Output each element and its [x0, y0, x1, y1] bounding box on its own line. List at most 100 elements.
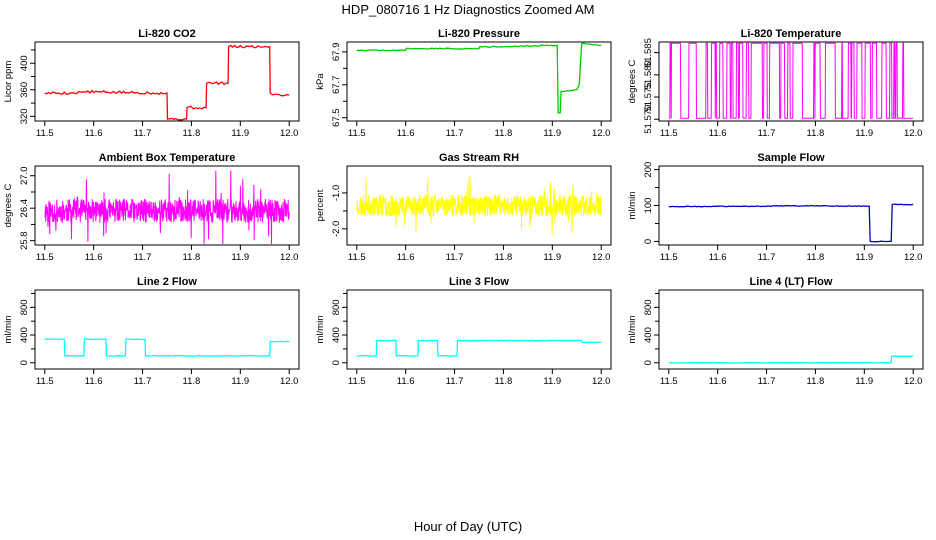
x-tick-label: 11.8 — [495, 128, 513, 139]
x-tick-label: 11.5 — [36, 128, 54, 139]
series-line — [44, 170, 290, 245]
series — [44, 338, 290, 357]
panel-title: Line 3 Flow — [449, 276, 509, 288]
x-tick-label: 11.6 — [709, 128, 727, 139]
panel-title: Sample Flow — [757, 152, 825, 164]
y-tick-label: 0 — [643, 239, 654, 244]
x-tick-label: 11.6 — [397, 128, 415, 139]
plot-frame — [34, 41, 300, 122]
x-tick-label: 11.7 — [134, 252, 152, 263]
x-tick-label: 11.9 — [543, 252, 561, 263]
x-axis: 11.5 11.6 11.7 11.8 11.9 12.0 — [36, 245, 299, 263]
plot-frame — [34, 165, 300, 246]
x-tick-label: 11.5 — [348, 376, 366, 387]
y-tick-label: 800 — [19, 299, 30, 315]
x-tick-label: 11.8 — [807, 376, 825, 387]
panel-title: Gas Stream RH — [439, 152, 519, 164]
panel-title: Line 2 Flow — [137, 276, 197, 288]
series — [356, 339, 602, 357]
x-axis: 11.5 11.6 11.7 11.8 11.9 12.0 — [36, 121, 299, 139]
x-tick-label: 12.0 — [904, 376, 923, 387]
series — [668, 203, 914, 243]
panel-title: Ambient Box Temperature — [99, 152, 236, 164]
series — [356, 176, 602, 236]
series-line — [668, 203, 914, 243]
series-line — [356, 339, 602, 357]
series-line — [668, 355, 914, 364]
x-tick-label: 11.8 — [183, 128, 201, 139]
x-tick-label: 11.9 — [543, 376, 561, 387]
series-line — [356, 176, 602, 236]
x-tick-label: 11.5 — [348, 252, 366, 263]
y-axis-label: ml/min — [627, 192, 638, 220]
x-tick-label: 11.6 — [85, 252, 103, 263]
x-tick-label: 11.8 — [495, 252, 513, 263]
x-tick-label: 11.8 — [807, 252, 825, 263]
x-tick-label: 11.9 — [231, 128, 249, 139]
panel-li-820-pressure: Li-820 Pressure 11.5 11.6 11.7 11.8 11.9 12.0 6… — [315, 28, 612, 139]
x-tick-label: 12.0 — [592, 128, 611, 139]
x-tick-label: 11.5 — [36, 252, 54, 263]
y-tick-label: 800 — [331, 299, 342, 315]
y-axis: 0 400 800 — [331, 292, 347, 365]
x-axis: 11.5 11.6 11.7 11.8 11.9 12.0 — [348, 121, 611, 139]
panel-line-3-flow: Line 3 Flow 11.5 11.6 11.7 11.8 11.9 12.0 0 400 8… — [315, 276, 612, 387]
panel-title: Li-820 Temperature — [741, 28, 842, 40]
y-tick-label: 100 — [643, 198, 654, 214]
plot-frame — [658, 289, 924, 370]
series — [44, 44, 290, 121]
plot-frame — [34, 289, 300, 370]
x-tick-label: 11.6 — [709, 252, 727, 263]
y-tick-label: 0 — [19, 360, 30, 365]
plot-frame — [346, 41, 612, 122]
y-axis: 0 100 200 — [643, 162, 659, 244]
y-axis-label: ml/min — [315, 316, 326, 344]
y-tick-label: 320 — [19, 108, 30, 124]
y-axis-label: degrees C — [3, 183, 14, 227]
x-axis: 11.5 11.6 11.7 11.8 11.9 12.0 — [660, 121, 922, 139]
panel-li-820-temperature: Li-820 Temperature 11.5 11.6 11.7 11.8 11.9 12… — [627, 28, 924, 139]
y-axis-label: kPa — [315, 73, 326, 90]
x-tick-label: 11.5 — [36, 376, 54, 387]
panel-line-4-lt-flow: Line 4 (LT) Flow 11.5 11.6 11.7 11.8 11.9 12.0… — [627, 276, 924, 387]
y-tick-label: -2.0 — [331, 221, 342, 237]
y-tick-label: 800 — [643, 299, 654, 315]
y-tick-label: 360 — [19, 82, 30, 98]
series-line — [356, 42, 602, 114]
y-axis-label: ml/min — [3, 316, 14, 344]
series — [668, 355, 914, 364]
x-tick-label: 11.6 — [397, 376, 415, 387]
x-tick-label: 11.9 — [855, 128, 873, 139]
x-tick-label: 11.7 — [446, 252, 464, 263]
panel-sample-flow: Sample Flow 11.5 11.6 11.7 11.8 11.9 12.0 0 100 2… — [627, 152, 924, 263]
y-axis: 0 400 800 — [643, 292, 659, 365]
plot-frame — [658, 41, 924, 122]
y-tick-label: 200 — [643, 162, 654, 178]
x-tick-label: 11.6 — [85, 376, 103, 387]
x-tick-label: 12.0 — [904, 252, 923, 263]
y-axis: -2.0 -1.0 — [331, 185, 347, 237]
x-tick-label: 11.6 — [85, 128, 103, 139]
y-tick-label: 51.580 — [643, 60, 654, 89]
y-tick-label: 67.7 — [331, 76, 342, 95]
plot-frame — [346, 165, 612, 246]
figure-title: HDP_080716 1 Hz Diagnostics Zoomed AM — [342, 2, 595, 17]
x-tick-label: 11.9 — [231, 376, 249, 387]
x-axis: 11.5 11.6 11.7 11.8 11.9 12.0 — [348, 369, 611, 387]
x-tick-label: 11.7 — [134, 128, 152, 139]
x-tick-label: 11.7 — [758, 128, 776, 139]
series-line — [44, 44, 290, 121]
x-tick-label: 11.9 — [543, 128, 561, 139]
x-tick-label: 12.0 — [280, 128, 299, 139]
series-line — [668, 42, 914, 119]
x-tick-label: 12.0 — [280, 252, 299, 263]
x-axis: 11.5 11.6 11.7 11.8 11.9 12.0 — [36, 369, 298, 387]
y-axis: 320 360 400 — [19, 49, 35, 124]
x-tick-label: 12.0 — [592, 376, 611, 387]
panel-line-2-flow: Line 2 Flow 11.5 11.6 11.7 11.8 11.9 12.0 0 400 8… — [3, 276, 300, 387]
x-tick-label: 11.8 — [183, 376, 201, 387]
panel-li-820-co2: Li-820 CO2 11.5 11.6 11.7 11.8 11.9 12.0 320 360… — [3, 28, 300, 139]
panel-title: Li-820 CO2 — [138, 28, 195, 40]
